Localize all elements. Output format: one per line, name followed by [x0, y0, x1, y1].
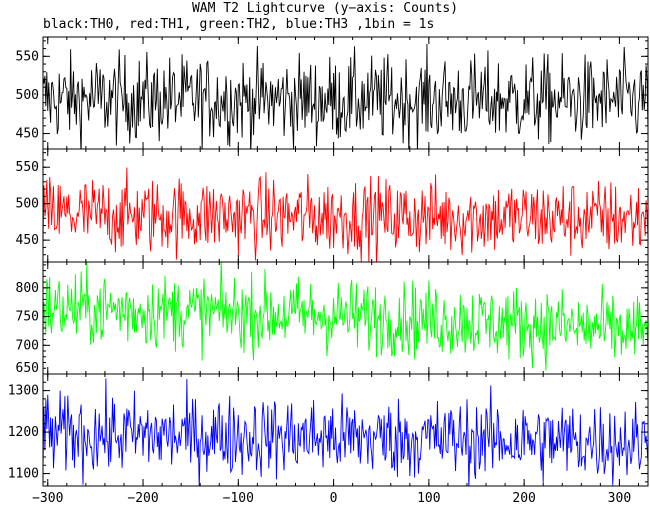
y-tick-label: 650 [16, 361, 39, 376]
y-tick-label: 1100 [8, 467, 39, 482]
x-tick-label: 200 [512, 491, 535, 505]
chart-subtitle: black:TH0, red:TH1, green:TH2, blue:TH3 … [43, 17, 435, 32]
x-tick-label: −300 [32, 491, 63, 505]
y-tick-label: 750 [16, 310, 39, 325]
series-line-th0 [43, 43, 648, 149]
x-tick-label: −200 [127, 491, 158, 505]
y-tick-label: 1200 [8, 425, 39, 440]
y-tick-label: 550 [16, 49, 39, 64]
y-tick-label: 450 [16, 127, 39, 142]
y-tick-label: 700 [16, 338, 39, 353]
y-tick-label: 1300 [8, 384, 39, 399]
y-tick-label: 500 [16, 88, 39, 103]
y-tick-label: 500 [16, 197, 39, 212]
x-tick-label: 0 [330, 491, 338, 505]
y-tick-label: 800 [16, 281, 39, 296]
x-tick-label: 300 [608, 491, 631, 505]
series-line-th2 [43, 262, 648, 371]
x-tick-label: 100 [417, 491, 440, 505]
x-tick-label: −100 [223, 491, 254, 505]
series-line-th1 [43, 167, 648, 262]
panel-frame [42, 373, 649, 487]
panel-th2: 650 700 750 800 [16, 261, 649, 376]
series-line-th3 [43, 378, 648, 486]
y-tick-label: 450 [16, 233, 39, 248]
chart-title: WAM T2 Lightcurve (y−axis: Counts) [191, 1, 459, 16]
y-tick-label: 550 [16, 160, 39, 175]
panel-th1: 450 500 550 [16, 148, 649, 263]
panel-th3: 1100 1200 1300 [8, 373, 649, 487]
panel-th0: 450 500 550 [16, 36, 649, 150]
